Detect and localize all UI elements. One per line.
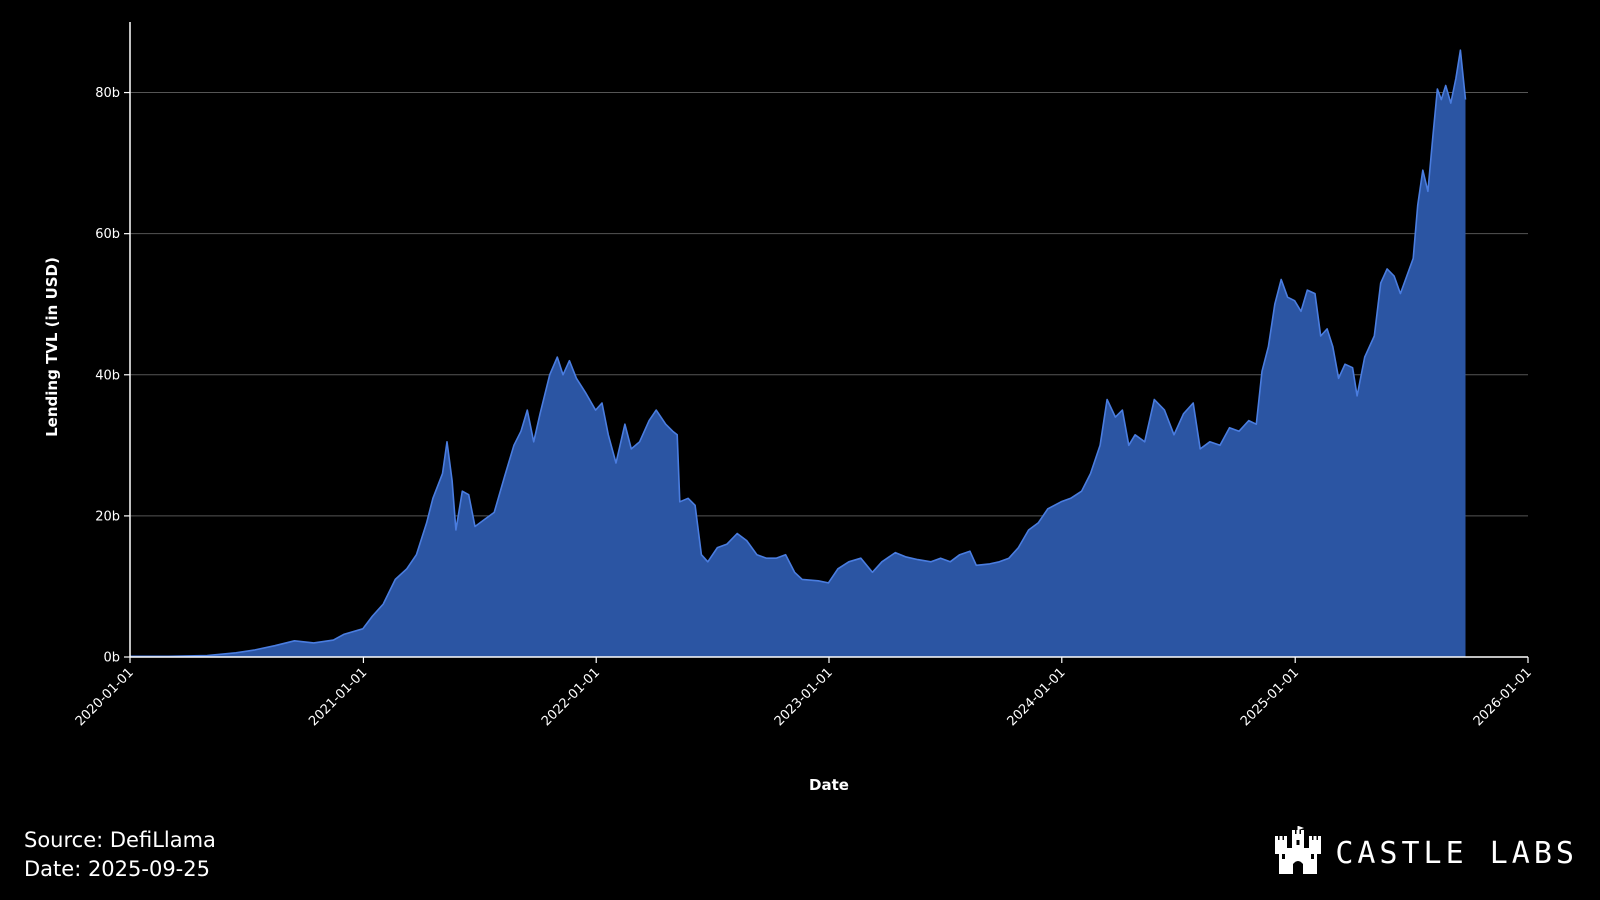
brand-name: CASTLE LABS bbox=[1335, 836, 1578, 871]
x-tick-label: 2024-01-01 bbox=[1005, 665, 1069, 729]
source-text: Source: DefiLlama bbox=[24, 828, 216, 852]
brand-logo: CASTLE LABS bbox=[1273, 826, 1578, 881]
plot-area bbox=[130, 49, 1467, 658]
x-tick-label: 2022-01-01 bbox=[539, 665, 603, 729]
castle-icon bbox=[1273, 826, 1323, 881]
x-tick-label: 2025-01-01 bbox=[1238, 665, 1302, 729]
y-tick-label: 80b bbox=[95, 86, 120, 101]
tvl-area-fill bbox=[130, 50, 1466, 657]
x-tick-label: 2020-01-01 bbox=[73, 665, 137, 729]
y-axis-title: Lending TVL (in USD) bbox=[43, 257, 61, 437]
y-tick-label: 40b bbox=[95, 368, 120, 383]
x-axis-title: Date bbox=[809, 776, 849, 794]
x-tick-label: 2021-01-01 bbox=[306, 665, 370, 729]
tvl-area-chart: 0b 20b 40b 60b 80b 2020-01-01 2021-01-01 2022-… bbox=[43, 22, 1535, 794]
y-tick-label: 20b bbox=[95, 509, 120, 524]
x-tick-label: 2026-01-01 bbox=[1471, 665, 1535, 729]
footer: Source: DefiLlama Date: 2025-09-25 bbox=[24, 826, 216, 884]
y-axis-ticks: 0b 20b 40b 60b 80b bbox=[95, 86, 130, 666]
x-tick-label: 2023-01-01 bbox=[772, 665, 836, 729]
tvl-area-line bbox=[130, 49, 1467, 658]
x-axis-ticks: 2020-01-01 2021-01-01 2022-01-01 2023-01-01… bbox=[73, 657, 1535, 729]
y-tick-label: 0b bbox=[103, 651, 120, 666]
y-tick-label: 60b bbox=[95, 227, 120, 242]
date-text: Date: 2025-09-25 bbox=[24, 857, 210, 881]
